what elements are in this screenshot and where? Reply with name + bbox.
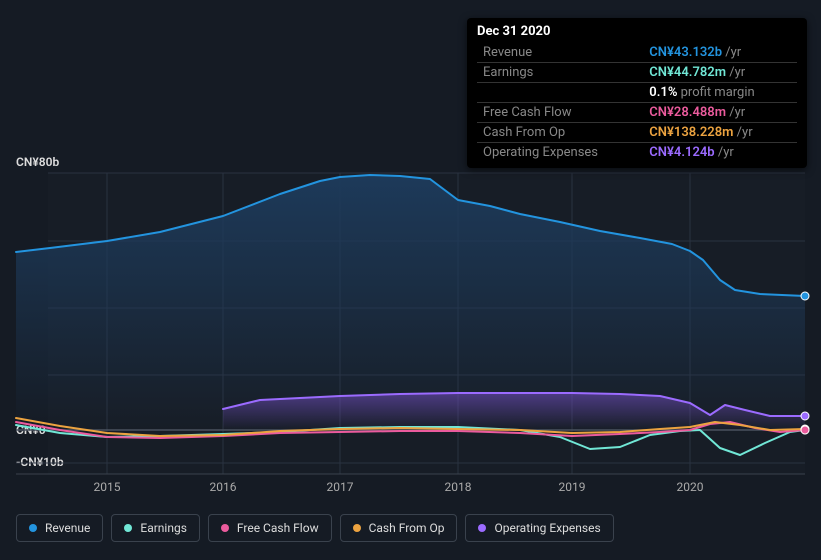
x-tick: 2016: [210, 480, 237, 494]
legend-operating-expenses[interactable]: Operating Expenses: [465, 514, 613, 542]
tooltip-row-value: CN¥4.124b /yr: [643, 143, 797, 163]
legend-cash-from-op[interactable]: Cash From Op: [340, 514, 458, 542]
tooltip-row: Operating ExpensesCN¥4.124b /yr: [477, 143, 797, 163]
tooltip-row-label: Earnings: [477, 63, 643, 83]
tooltip-row-value: CN¥44.782m /yr: [643, 63, 797, 83]
legend-dot-icon: [124, 524, 132, 532]
tooltip-row: RevenueCN¥43.132b /yr: [477, 43, 797, 63]
tooltip-row: 0.1% profit margin: [477, 83, 797, 103]
x-tick: 2017: [327, 480, 354, 494]
legend-dot-icon: [221, 524, 229, 532]
tooltip-row-value: CN¥138.228m /yr: [643, 123, 797, 143]
tooltip-row-value: CN¥28.488m /yr: [643, 103, 797, 123]
tooltip-row-label: Free Cash Flow: [477, 103, 643, 123]
tooltip-table: RevenueCN¥43.132b /yrEarningsCN¥44.782m …: [477, 43, 797, 162]
x-tick: 2015: [94, 480, 121, 494]
tooltip-row: EarningsCN¥44.782m /yr: [477, 63, 797, 83]
tooltip-row-label: Operating Expenses: [477, 143, 643, 163]
x-axis: 2015 2016 2017 2018 2019 2020: [0, 480, 821, 498]
legend-dot-icon: [478, 524, 486, 532]
legend-label: Cash From Op: [369, 521, 445, 535]
tooltip-row-label: [477, 83, 643, 103]
legend-earnings[interactable]: Earnings: [111, 514, 200, 542]
legend-revenue[interactable]: Revenue: [16, 514, 103, 542]
legend-label: Revenue: [45, 521, 90, 535]
legend-label: Earnings: [140, 521, 187, 535]
x-tick: 2018: [445, 480, 472, 494]
chart-tooltip: Dec 31 2020 RevenueCN¥43.132b /yrEarning…: [467, 18, 807, 168]
x-tick: 2020: [677, 480, 704, 494]
tooltip-row-value: 0.1% profit margin: [643, 83, 797, 103]
legend-free-cash-flow[interactable]: Free Cash Flow: [208, 514, 332, 542]
legend-dot-icon: [29, 524, 37, 532]
tooltip-title: Dec 31 2020: [477, 24, 797, 39]
x-tick: 2019: [559, 480, 586, 494]
legend-dot-icon: [353, 524, 361, 532]
tooltip-row: Free Cash FlowCN¥28.488m /yr: [477, 103, 797, 123]
chart-legend: Revenue Earnings Free Cash Flow Cash From O…: [16, 514, 614, 542]
legend-label: Free Cash Flow: [237, 521, 319, 535]
tooltip-row-label: Revenue: [477, 43, 643, 63]
legend-label: Operating Expenses: [494, 521, 600, 535]
tooltip-row-label: Cash From Op: [477, 123, 643, 143]
tooltip-row: Cash From OpCN¥138.228m /yr: [477, 123, 797, 143]
tooltip-row-value: CN¥43.132b /yr: [643, 43, 797, 63]
